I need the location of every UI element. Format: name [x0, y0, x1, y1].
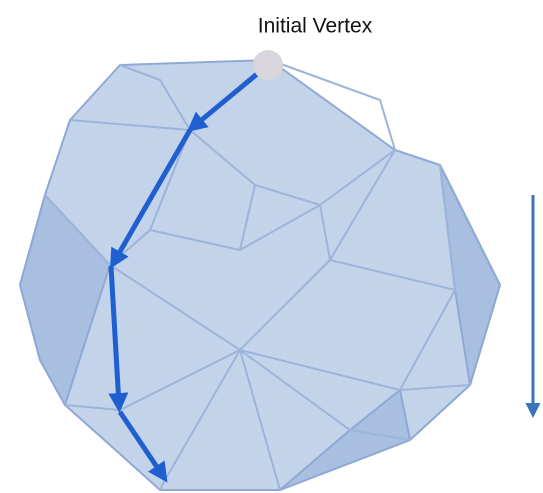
- path-arrow: [186, 63, 270, 133]
- path-arrow: [108, 265, 129, 413]
- vertex-label: Initial Vertex: [258, 15, 373, 38]
- path-arrow: [110, 128, 193, 269]
- path-arrow: [117, 410, 168, 483]
- initial-vertex: [253, 50, 283, 80]
- polyhedron: [19, 59, 501, 491]
- path-arrows: [108, 63, 270, 483]
